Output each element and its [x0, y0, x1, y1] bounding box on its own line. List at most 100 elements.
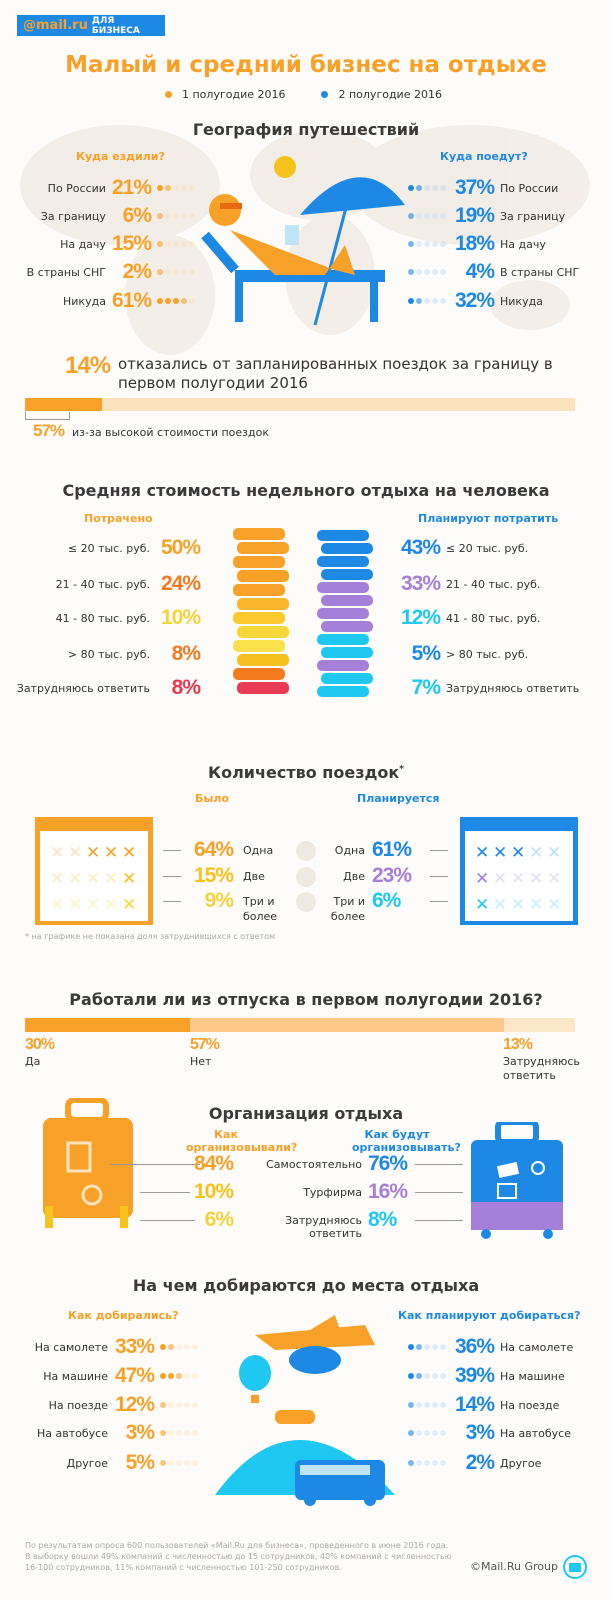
logo-suffix: ДЛЯ БИЗНЕСА: [91, 15, 140, 36]
coin: [321, 595, 373, 606]
cost-past-row: 41 - 80 тыс. руб. 10%: [10, 606, 201, 630]
transport-plan-row: 36% На самолете: [408, 1335, 573, 1359]
coin: [317, 686, 369, 697]
row-value: 8%: [171, 642, 201, 665]
dot-indicator: [408, 1402, 446, 1408]
row-label: ≤ 20 тыс. руб.: [67, 541, 150, 555]
cost-bracket: [25, 412, 70, 420]
coin: [233, 640, 285, 652]
cost-past-row: ≤ 20 тыс. руб. 50%: [10, 536, 201, 560]
dot-indicator: [408, 298, 446, 304]
org-right-title: Как будут организовывать?: [352, 1128, 461, 1154]
coin: [233, 668, 285, 680]
legend-item-h2: 2 полугодие 2016: [321, 88, 442, 101]
trips-label-left: Одна: [243, 844, 274, 857]
cross-mark: ✕: [68, 895, 83, 915]
cross-mark: ✕: [68, 843, 83, 863]
row-value: 50%: [160, 536, 201, 559]
trips-past-value: 64%: [193, 838, 234, 861]
dot-indicator: [408, 1430, 446, 1436]
org-heading: Организация отдыха: [208, 1104, 404, 1123]
work-bar-segment: [190, 1018, 504, 1032]
connector-line: [140, 1220, 195, 1221]
page-title: Малый и средний бизнес на отдыхе: [65, 52, 547, 78]
geo-past-row: На дачу 15%: [20, 232, 195, 256]
row-value: 18%: [454, 232, 495, 255]
cross-mark: ✕: [50, 895, 65, 915]
geo-past-row: По России 21%: [20, 176, 195, 200]
work-bar-segment: [25, 1018, 190, 1032]
row-value: 21%: [111, 176, 152, 199]
connector-line: [430, 850, 448, 851]
row-label: > 80 тыс. руб.: [446, 647, 529, 661]
dot-indicator: [157, 298, 195, 304]
dot-indicator: [160, 1373, 198, 1379]
row-label: 41 - 80 тыс. руб.: [446, 611, 541, 625]
row-value: 36%: [454, 1335, 495, 1358]
row-value: 10%: [160, 606, 201, 629]
row-value: 12%: [114, 1393, 155, 1416]
row-label: Никуда: [63, 294, 106, 308]
cross-mark: ✕: [511, 869, 526, 889]
coin: [233, 528, 285, 540]
row-value: 32%: [454, 289, 495, 312]
cost-past-row: Затрудняюсь ответить 8%: [10, 676, 201, 700]
cross-mark: ✕: [50, 843, 65, 863]
row-label: ≤ 20 тыс. руб.: [446, 541, 529, 555]
row-label: На автобусе: [37, 1426, 108, 1440]
transport-illustration: [215, 1315, 395, 1506]
dot-indicator: [408, 1373, 446, 1379]
org-past-value: 10%: [193, 1180, 234, 1203]
connector-line: [415, 1192, 463, 1193]
coin: [321, 569, 373, 580]
cost-heading: Средняя стоимость недельного отдыха на ч…: [62, 481, 550, 500]
transport-plan-row: 2% Другое: [408, 1451, 541, 1475]
cross-mark: ✕: [493, 843, 508, 863]
connector-line: [415, 1164, 463, 1165]
coin: [321, 543, 373, 554]
coin: [237, 598, 289, 610]
geo-plan-row: 32% Никуда: [408, 289, 543, 313]
trips-past-value: 15%: [193, 864, 234, 887]
refused-pct: 14%: [65, 352, 111, 379]
cost-plan-row: 5% > 80 тыс. руб.: [396, 642, 528, 666]
cross-mark: ✕: [122, 869, 137, 889]
dot-indicator: [408, 185, 446, 191]
connector-line: [163, 901, 181, 902]
cross-mark: ✕: [104, 869, 119, 889]
connector-line: [163, 876, 181, 877]
row-label: 21 - 40 тыс. руб.: [446, 577, 541, 591]
dot-indicator: [160, 1430, 198, 1436]
row-label: На дачу: [60, 237, 106, 251]
trips-right-title: Планируется: [357, 792, 440, 805]
mail-envelope-icon[interactable]: [563, 1555, 587, 1579]
org-label: Самостоятельно: [266, 1158, 362, 1171]
org-past-value: 6%: [204, 1208, 234, 1231]
row-label: Никуда: [500, 294, 543, 308]
trips-footnote: * на графике не показана доля затруднивш…: [25, 932, 276, 941]
org-left-title: Как организовывали?: [186, 1128, 298, 1154]
row-label: По России: [500, 181, 559, 195]
org-label: Турфирма: [303, 1186, 362, 1199]
row-label: На автобусе: [500, 1426, 571, 1440]
coin: [317, 582, 369, 593]
dot-indicator: [408, 269, 446, 275]
coin: [317, 556, 369, 567]
logo[interactable]: @mail.ru ДЛЯ БИЗНЕСА: [17, 15, 165, 36]
work-label: Да: [25, 1055, 41, 1068]
dot-indicator: [408, 241, 446, 247]
transport-heading: На чем добираются до места отдыха: [132, 1276, 480, 1295]
coin: [321, 647, 373, 658]
row-label: > 80 тыс. руб.: [67, 647, 150, 661]
refused-progress-bar: [25, 398, 575, 411]
transport-plan-row: 3% На автобусе: [408, 1421, 571, 1445]
connector-line: [430, 876, 448, 877]
coin: [233, 584, 285, 596]
cost-plan-row: 43% ≤ 20 тыс. руб.: [396, 536, 528, 560]
trips-label-left: Три и более: [243, 895, 278, 923]
row-label: На самолете: [34, 1340, 108, 1354]
row-label: В страны СНГ: [26, 265, 106, 279]
coin: [321, 621, 373, 632]
coin: [237, 570, 289, 582]
smiley-icon: [296, 841, 316, 861]
